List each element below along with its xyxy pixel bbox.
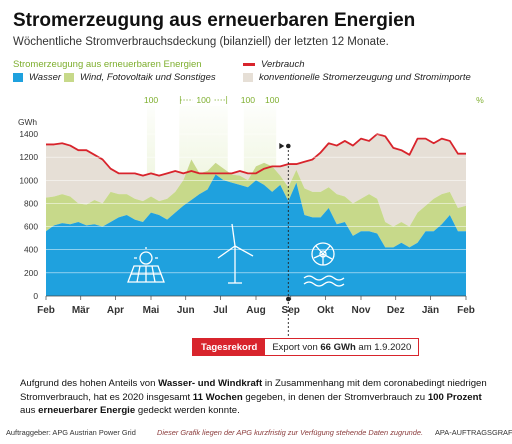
solar-panel-icon [127,247,165,283]
legend-label-consumption: Verbrauch [261,59,305,70]
hundred-label: 100 [265,95,280,105]
legend-item-conventional: konventionelle Stromerzeugung und Stromi… [243,72,471,83]
x-tick-label: Jän [422,305,439,316]
legend-swatch-conventional [243,73,253,82]
x-tick-label: Apr [107,305,124,316]
y-tick-label: 200 [24,268,38,278]
chart-svg: 0 200 400 600 800 1000 1200 1400 GWh Feb Mär Apr Mai… [18,95,484,338]
description-paragraph: Aufgrund des hohen Anteils von Wasser- u… [20,377,498,418]
record-tag: Tagesrekord [193,339,266,355]
record-callout: Tagesrekord Export von 66 GWh am 1.9.202… [192,338,420,356]
record-text: Export von 66 GWh am 1.9.2020 [265,339,419,355]
record-text-suffix: am 1.9.2020 [355,342,412,353]
hundred-label: 100 [144,95,159,105]
hundred-percent-labels: 100 100 100 100% [144,95,484,105]
record-marker [279,143,291,338]
footer-agency: APA-AUFTRAGSGRAFIK [435,428,512,437]
y-axis-label: GWh [18,117,37,127]
desc-bold-1: Wasser- und Windkraft [158,378,263,389]
record-dot [286,143,291,149]
desc-text-4: aus [20,405,39,416]
x-tick-label: Mär [72,305,90,316]
desc-bold-4: erneuerbarer Energie [38,405,136,416]
wind-turbine-icon [217,223,254,284]
x-tick-label: Feb [457,305,475,316]
x-tick-label: Jun [177,305,195,316]
y-tick-label: 1000 [19,175,38,185]
desc-bold-3: 100 Prozent [427,391,482,403]
chart-icons [127,223,345,287]
x-tick-label: Dez [387,305,405,316]
legend-label-wind: Wind, Fotovoltaik und Sonstiges [80,72,216,83]
percent-unit-label: % [476,95,484,105]
legend-item-wind: Wind, Fotovoltaik und Sonstiges [64,72,216,83]
footer-note: Dieser Grafik liegen der APG kurzfristig… [157,428,424,437]
x-tick-label: Aug [246,305,265,316]
legend-renewables-label: Stromerzeugung aus erneuerbaren Energien [13,59,202,70]
y-tick-label: 1400 [19,129,38,139]
chart-gridlines [40,133,470,274]
hundred-label: 100 [196,95,211,105]
legend-swatch-wind [64,73,74,82]
x-tick-label: Mai [143,305,160,316]
y-tick-label: 400 [24,245,38,255]
legend-label-water: Wasser [29,72,62,83]
legend-item-water: Wasser [13,72,61,83]
legend-renewables-header: Stromerzeugung aus erneuerbaren Energien [13,59,202,70]
x-tick-label: Sep [282,305,300,316]
record-arrow [279,143,285,149]
y-tick-label: 1200 [19,152,38,162]
chart-axes: 0 200 400 600 800 1000 1200 1400 GWh Feb Mär Apr Mai… [18,117,475,316]
desc-text-2: in Zusammenhang mit dem coronabedingt ni… [20,378,487,403]
legend-label-conventional: konventionelle Stromerzeugung und Stromi… [259,72,471,83]
y-tick-label: 800 [24,198,38,208]
hydro-turbine-icon [303,242,345,287]
wind-area [46,159,466,248]
footer-client: Auftraggeber: APG Austrian Power Grid [6,428,136,437]
legend-swatch-consumption [243,63,255,66]
chart-title: Stromerzeugung aus erneuerbaren Energien [13,10,416,31]
chart-subtitle: Wöchentliche Stromverbrauchsdeckung (bil… [13,36,389,48]
legend-swatch-water [13,73,23,82]
hundred-label: 100 [241,95,256,105]
desc-bold-2: 11 Wochen [192,391,243,403]
consumption-line [46,133,466,177]
x-tick-label: Feb [37,305,55,316]
y-tick-label: 0 [33,291,38,301]
desc-text-5: gedeckt werden konnte. [135,405,240,416]
desc-text-1: Aufgrund des hohen Anteils von [20,378,159,389]
legend-item-consumption: Verbrauch [243,59,304,70]
record-text-prefix: Export von [272,342,321,353]
x-tick-label: Jul [213,305,228,316]
desc-text-3: gegeben, in denen der Stromverbrauch zu [242,391,428,403]
record-axis-dot [286,296,291,302]
y-tick-label: 600 [24,222,38,232]
x-tick-label: Nov [352,305,371,316]
record-text-value: 66 GWh [320,342,356,353]
x-tick-label: Okt [317,305,334,316]
